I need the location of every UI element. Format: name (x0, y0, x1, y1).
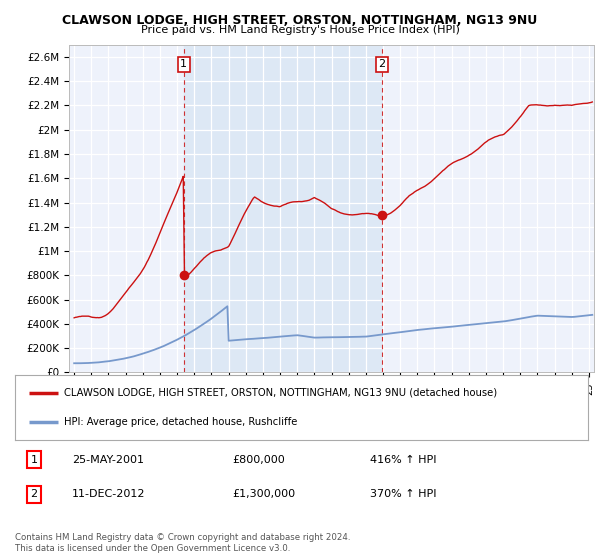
Text: Price paid vs. HM Land Registry's House Price Index (HPI): Price paid vs. HM Land Registry's House … (140, 25, 460, 35)
Text: 2: 2 (31, 489, 37, 500)
Text: 416% ↑ HPI: 416% ↑ HPI (370, 455, 437, 465)
Text: CLAWSON LODGE, HIGH STREET, ORSTON, NOTTINGHAM, NG13 9NU: CLAWSON LODGE, HIGH STREET, ORSTON, NOTT… (62, 14, 538, 27)
Text: 370% ↑ HPI: 370% ↑ HPI (370, 489, 437, 500)
Text: 1: 1 (31, 455, 37, 465)
Text: HPI: Average price, detached house, Rushcliffe: HPI: Average price, detached house, Rush… (64, 417, 297, 427)
Text: £1,300,000: £1,300,000 (233, 489, 296, 500)
Text: 11-DEC-2012: 11-DEC-2012 (73, 489, 146, 500)
Text: Contains HM Land Registry data © Crown copyright and database right 2024.
This d: Contains HM Land Registry data © Crown c… (15, 533, 350, 553)
Text: CLAWSON LODGE, HIGH STREET, ORSTON, NOTTINGHAM, NG13 9NU (detached house): CLAWSON LODGE, HIGH STREET, ORSTON, NOTT… (64, 388, 497, 398)
Bar (184, 45, 382, 372)
Text: 1: 1 (180, 59, 187, 69)
Text: £800,000: £800,000 (233, 455, 286, 465)
Text: 25-MAY-2001: 25-MAY-2001 (73, 455, 145, 465)
Text: 2: 2 (379, 59, 386, 69)
